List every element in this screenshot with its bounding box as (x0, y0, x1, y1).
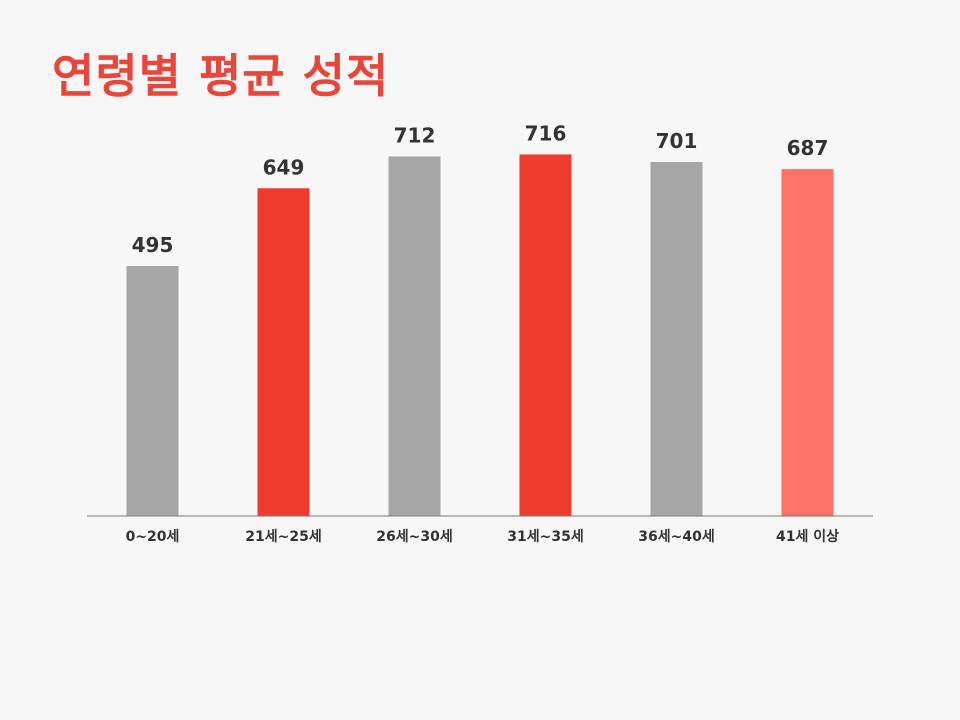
x-tick-label-2: 21세~25세 (245, 529, 321, 545)
x-tick-label-6: 41세 이상 (776, 528, 839, 545)
x-tick-label-3: 26세~30세 (376, 529, 452, 545)
bars-group (126, 154, 834, 517)
x-tick-label-4: 31세~35세 (507, 529, 583, 545)
x-tick-label-1: 0~20세 (126, 529, 180, 545)
bar-4 (519, 154, 572, 517)
slide-title: 연령별 평균 성적 (52, 49, 390, 103)
value-label-3: 712 (394, 123, 436, 147)
bar-1 (126, 266, 179, 516)
value-label-5: 701 (656, 129, 698, 153)
tick-labels-group: 0~20세 21세~25세 26세~30세 31세~35세 36세~40세 41세 이상 (126, 528, 840, 545)
x-tick-label-5: 36세~40세 (638, 529, 714, 545)
value-label-6: 687 (787, 136, 829, 160)
bar-2 (257, 188, 310, 516)
bar-5 (650, 161, 703, 516)
value-label-1: 495 (132, 233, 174, 257)
bar-6 (781, 169, 834, 516)
value-label-4: 716 (525, 121, 567, 145)
value-label-2: 649 (263, 155, 305, 179)
bar-3 (388, 156, 441, 516)
value-labels-group: 495 649 712 716 701 687 (132, 121, 829, 257)
